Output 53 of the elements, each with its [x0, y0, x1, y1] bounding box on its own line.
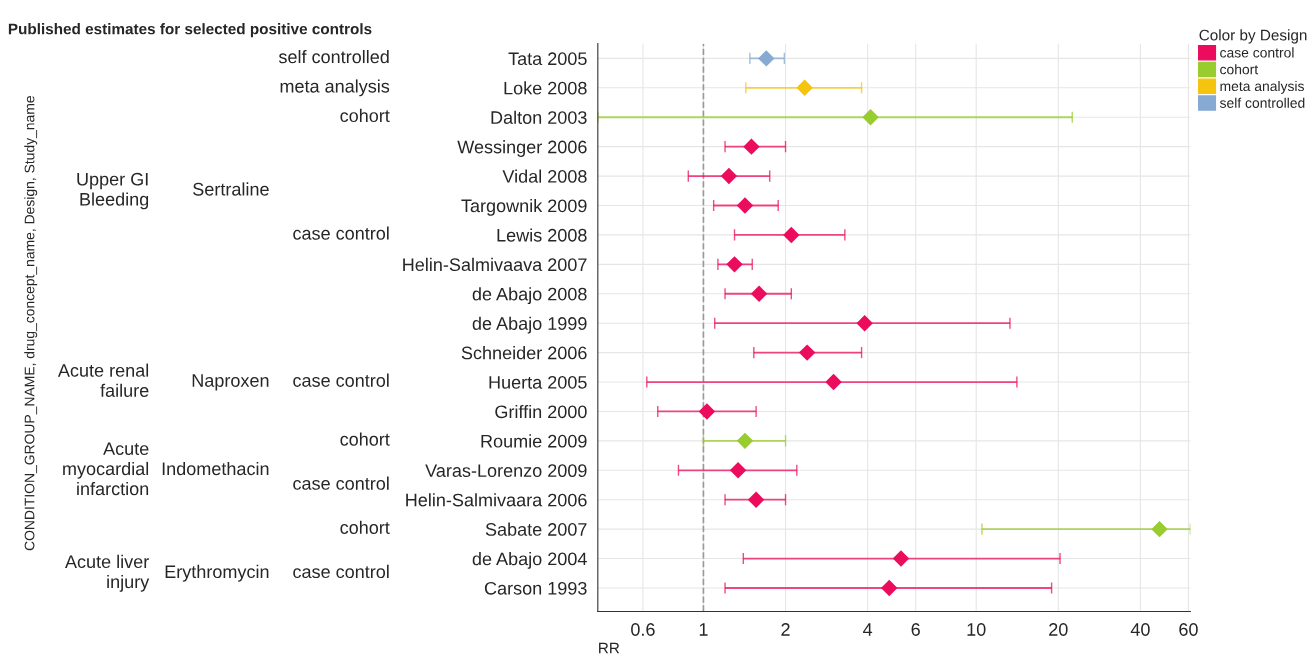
y-tick-label: Wessinger 2006: [457, 140, 587, 157]
x-tick-label: 2: [781, 623, 790, 636]
y-tick-label: Carson 1993: [484, 581, 587, 595]
text: meta analysis: [280, 79, 390, 97]
y-tick-label: de Abajo 2004: [472, 552, 587, 569]
x-tick-label: 40: [1130, 623, 1150, 636]
y-tick-label: Roumie 2009: [481, 434, 587, 448]
x-tick-label: 6: [911, 623, 920, 636]
text: case control: [293, 564, 389, 579]
y-tick-label: de Abajo 1999: [472, 316, 587, 334]
y-tick-label: Helin-Salmivaara 2006: [406, 493, 587, 507]
legend-label: case control: [1220, 47, 1294, 58]
text: cohort: [340, 108, 390, 123]
y-tick-label: Sabate 2007: [485, 522, 587, 536]
y-tick-label: Helin-Salmivaava 2007: [403, 257, 587, 272]
y-tick-label: Varas-Lorenzo 2009: [425, 464, 587, 478]
text: cohort: [340, 520, 390, 534]
text: Sertraline: [193, 182, 269, 196]
text: Indomethacin: [162, 461, 269, 476]
y-tick-label: Schneider 2006: [461, 346, 587, 360]
x-tick-label: 4: [863, 623, 873, 636]
text: case control: [293, 476, 389, 490]
text: Upper GI Bleeding: [77, 172, 149, 210]
text: case control: [293, 226, 389, 240]
text: Naproxen: [192, 374, 269, 391]
x-tick-label: 20: [1049, 623, 1068, 636]
y-tick-label: de Abajo 2008: [472, 287, 587, 305]
x-tick-label: 1: [699, 623, 708, 636]
x-axis-title: RR: [599, 642, 620, 654]
y-tick-label: Griffin 2000: [495, 404, 587, 419]
y-tick-label: Tata 2005: [508, 52, 587, 66]
legend-label: self controlled: [1219, 97, 1305, 108]
text: CONDITION_GROUP_NAME, drug_concept_name, Design, Study_name: [24, 96, 38, 551]
x-tick-label: 10: [967, 623, 986, 636]
legend-title: Color by Design: [1199, 29, 1307, 44]
text: Acute myocardial infarction: [63, 442, 149, 496]
x-tick-label: 60: [1179, 623, 1198, 636]
y-tick-label: Vidal 2008: [502, 169, 587, 183]
y-tick-label: Dalton 2003: [491, 110, 587, 124]
text: Acute renal failure: [57, 363, 149, 397]
legend-label: meta analysis: [1220, 80, 1304, 94]
text: cohort: [340, 432, 390, 446]
y-tick-label: Lewis 2008: [497, 228, 587, 242]
text: self controlled: [278, 49, 389, 64]
y-tick-label: Loke 2008: [504, 81, 587, 95]
text: Published estimates for selected positive controls: [8, 23, 372, 38]
y-tick-label: Huerta 2005: [489, 375, 587, 389]
x-tick-label: 0.6: [631, 623, 655, 636]
text: case control: [293, 373, 389, 387]
legend-label: cohort: [1220, 64, 1259, 75]
text: Acute liver injury: [64, 554, 150, 592]
text: Erythromycin: [165, 564, 269, 582]
y-tick-label: Targownik 2009: [461, 198, 587, 216]
